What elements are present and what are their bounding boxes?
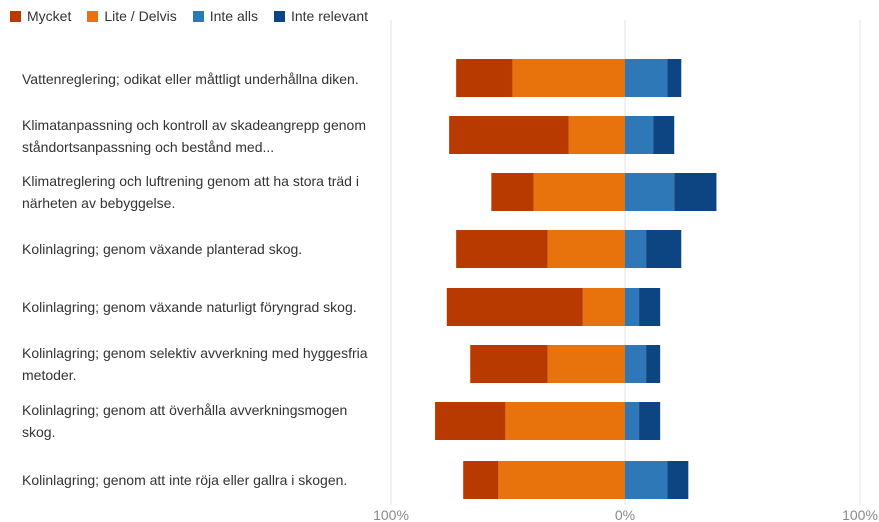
- bar-segment: [625, 116, 654, 154]
- x-tick-label: 100%: [842, 507, 878, 522]
- bar-segment: [625, 288, 640, 326]
- category-label: Kolinlagring; genom att överhålla avverk…: [22, 402, 348, 440]
- bar-segment: [639, 288, 661, 326]
- category-label: Vattenreglering; odikat eller måttligt u…: [22, 71, 359, 87]
- bar-segment: [547, 345, 625, 383]
- chart-legend: Mycket Lite / Delvis Inte alls Inte rele…: [10, 8, 384, 24]
- x-tick-label: 0%: [615, 507, 635, 522]
- bar-segment: [667, 59, 682, 97]
- bar-segment: [547, 230, 625, 268]
- bar-segment: [449, 116, 569, 154]
- bar-segment: [625, 230, 647, 268]
- bar-segment: [625, 173, 675, 211]
- category-label: Kolinlagring; genom växande planterad sk…: [22, 241, 303, 257]
- bar-segment: [625, 461, 668, 499]
- category-label: Klimatanpassning och kontroll av skadean…: [22, 117, 366, 155]
- category-label: Kolinlagring; genom selektiv avverkning …: [22, 345, 368, 383]
- legend-swatch-inte-alls: [192, 10, 204, 22]
- legend-swatch-lite-delvis: [87, 10, 99, 22]
- bar-segment: [653, 116, 675, 154]
- bar-segment: [456, 59, 513, 97]
- bar-segment: [512, 59, 625, 97]
- legend-item-inte-alls[interactable]: Inte alls: [192, 8, 258, 24]
- bar-segment: [639, 402, 661, 440]
- bar-segment: [674, 173, 717, 211]
- legend-item-inte-relevant[interactable]: Inte relevant: [273, 8, 369, 24]
- legend-label-inte-relevant: Inte relevant: [290, 8, 369, 24]
- legend-label-lite-delvis: Lite / Delvis: [104, 8, 177, 24]
- bar-segment: [646, 345, 661, 383]
- bar-segment: [667, 461, 689, 499]
- bar-segment: [463, 461, 499, 499]
- bar-segment: [446, 288, 583, 326]
- category-label: Kolinlagring; genom växande naturligt fö…: [22, 299, 357, 315]
- legend-item-mycket[interactable]: Mycket: [10, 8, 71, 24]
- category-label: Klimatreglering och luftrening genom att…: [22, 173, 359, 211]
- bar-segment: [456, 230, 548, 268]
- legend-swatch-inte-relevant: [273, 10, 285, 22]
- bar-segment: [625, 345, 647, 383]
- legend-label-inte-alls: Inte alls: [209, 8, 258, 24]
- bar-segment: [582, 288, 625, 326]
- bar-segment: [646, 230, 682, 268]
- bar-segment: [435, 402, 506, 440]
- bar-segment: [470, 345, 548, 383]
- bar-segment: [625, 402, 640, 440]
- legend-label-mycket: Mycket: [27, 8, 72, 24]
- x-tick-label: 100%: [373, 507, 409, 522]
- category-label: Kolinlagring; genom att inte röja eller …: [22, 472, 348, 488]
- bar-segment: [625, 59, 668, 97]
- bar-segment: [568, 116, 625, 154]
- bar-segment: [533, 173, 625, 211]
- bar-segment: [498, 461, 625, 499]
- legend-item-lite-delvis[interactable]: Lite / Delvis: [87, 8, 177, 24]
- bar-segment: [491, 173, 534, 211]
- bar-segment: [505, 402, 625, 440]
- legend-swatch-mycket: [10, 10, 21, 22]
